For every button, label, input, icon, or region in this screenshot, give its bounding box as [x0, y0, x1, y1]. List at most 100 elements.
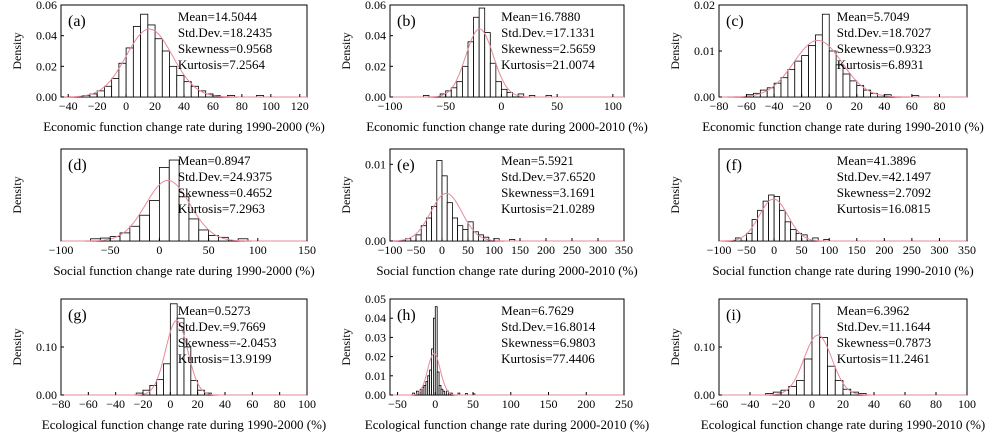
histogram-bar: [801, 55, 809, 98]
x-tick-label: 60: [207, 99, 219, 113]
y-tick-label: 0.02: [694, 0, 715, 12]
y-tick-label: 0.05: [365, 292, 386, 306]
x-axis-label: Social function change rate during 1990-…: [712, 263, 973, 278]
stats-std: Std.Dev.=17.1331: [501, 25, 595, 40]
histogram-bar: [478, 7, 486, 98]
histogram-bar: [425, 217, 432, 242]
x-tick-label: 50: [203, 243, 215, 257]
stats-kurtosis: Kurtosis=77.4406: [501, 351, 595, 366]
histogram-bar: [773, 196, 781, 242]
y-tick-label: 0.00: [36, 90, 57, 104]
histogram-bar: [790, 229, 797, 242]
y-tick-label: 0.00: [365, 234, 386, 248]
x-tick-label: 200: [577, 397, 595, 411]
x-tick-label: 150: [540, 397, 558, 411]
y-axis-label: Density: [668, 32, 682, 69]
x-tick-label: 0: [498, 99, 504, 113]
stats-skewness: Skewness=0.7873: [837, 335, 931, 350]
histogram-bar: [129, 225, 141, 242]
histogram-bar: [462, 229, 469, 242]
histogram-panel: −100 −50 0 50 100 150 Density Social function c…: [10, 148, 316, 278]
x-tick-label: 40: [219, 397, 231, 411]
stats-skewness: Skewness=-2.0453: [178, 335, 277, 350]
stats-kurtosis: Kurtosis=7.2564: [178, 57, 266, 72]
x-tick-label: 50: [462, 243, 474, 257]
x-axis-label: Economic function change rate during 199…: [702, 119, 984, 134]
x-tick-label: 250: [563, 243, 581, 257]
y-axis-label: Density: [339, 32, 353, 69]
panel-label: (g): [68, 307, 87, 324]
y-axis-label: Density: [668, 176, 682, 213]
histogram-panel: −100 −50 0 50 100 150 200 250 300 350 0.00 0.01 Dens…: [339, 148, 638, 278]
y-tick-label: 0.06: [365, 0, 386, 12]
x-tick-label: 50: [467, 397, 479, 411]
histogram-bar: [442, 390, 446, 396]
stats-mean: Mean=5.7049: [837, 9, 910, 24]
x-axis-label: Ecological function change rate during 1…: [701, 417, 985, 432]
x-tick-label: −50: [436, 99, 455, 113]
x-axis-label: Ecological function change rate during 1…: [42, 417, 326, 432]
histogram-bar: [96, 90, 105, 98]
histogram-bar: [434, 306, 438, 396]
histogram-bar: [169, 65, 178, 98]
normal-fit-curve: [61, 179, 307, 242]
histogram-bar: [495, 81, 502, 98]
x-tick-label: 40: [868, 397, 880, 411]
histogram-bar: [176, 75, 185, 98]
normal-fit-curve: [390, 192, 624, 242]
stats-std: Std.Dev.=42.1497: [837, 169, 932, 184]
stats-std: Std.Dev.=11.1644: [837, 319, 931, 334]
histogram-bar: [446, 202, 453, 242]
histogram-bar: [149, 200, 160, 242]
x-tick-label: −20: [772, 397, 791, 411]
histogram-bar: [768, 194, 775, 242]
histogram-bar: [183, 81, 192, 98]
x-tick-label: 0: [123, 99, 129, 113]
x-tick-label: 20: [149, 99, 161, 113]
x-tick-label: −20: [88, 99, 107, 113]
stats-std: Std.Dev.=9.7669: [178, 319, 266, 334]
histogram-bar: [415, 234, 422, 242]
x-tick-label: −20: [792, 99, 811, 113]
y-tick-label: 0.02: [36, 59, 57, 73]
x-tick-label: −40: [741, 397, 760, 411]
histogram-bar: [436, 371, 440, 396]
panel-label: (d): [68, 157, 87, 174]
stats-kurtosis: Kurtosis=16.0815: [837, 201, 931, 216]
histogram-bar: [796, 380, 805, 396]
x-tick-label: 80: [236, 99, 248, 113]
histogram-bar: [842, 73, 851, 98]
x-tick-label: 100: [249, 243, 267, 257]
stats-mean: Mean=16.7880: [501, 9, 580, 24]
stats-mean: Mean=5.5921: [501, 153, 574, 168]
x-tick-label: 80: [274, 397, 286, 411]
histogram-bar: [451, 217, 458, 242]
histogram-panel: −60 −40 −20 0 20 40 60 80 100 0.00 0.10 Density Ecol…: [668, 298, 985, 432]
panel-label: (h): [397, 307, 416, 324]
x-tick-label: 300: [930, 243, 948, 257]
x-tick-label: −20: [134, 397, 153, 411]
y-tick-label: 0.10: [36, 340, 57, 354]
histogram-bar: [462, 65, 469, 98]
y-tick-label: 0.06: [36, 0, 57, 12]
histogram-bar: [188, 218, 200, 242]
y-axis-label: Density: [10, 328, 24, 365]
stats-kurtosis: Kurtosis=11.2461: [837, 351, 930, 366]
histogram-bar: [198, 229, 209, 242]
x-tick-label: 100: [298, 397, 316, 411]
x-tick-label: −100: [49, 243, 74, 257]
y-tick-label: 0.04: [365, 311, 386, 325]
x-tick-label: 300: [589, 243, 607, 257]
x-tick-label: 100: [604, 99, 622, 113]
normal-fit-curve: [61, 320, 307, 396]
histogram-bar: [156, 379, 164, 396]
histogram-bar: [757, 209, 764, 242]
x-tick-label: −50: [737, 243, 756, 257]
histogram-bar: [827, 365, 836, 396]
x-tick-label: −100: [378, 243, 403, 257]
histogram-bar: [431, 206, 438, 242]
histogram-bar: [506, 92, 513, 98]
panel-label: (b): [397, 13, 416, 30]
y-tick-label: 0.00: [694, 388, 715, 402]
